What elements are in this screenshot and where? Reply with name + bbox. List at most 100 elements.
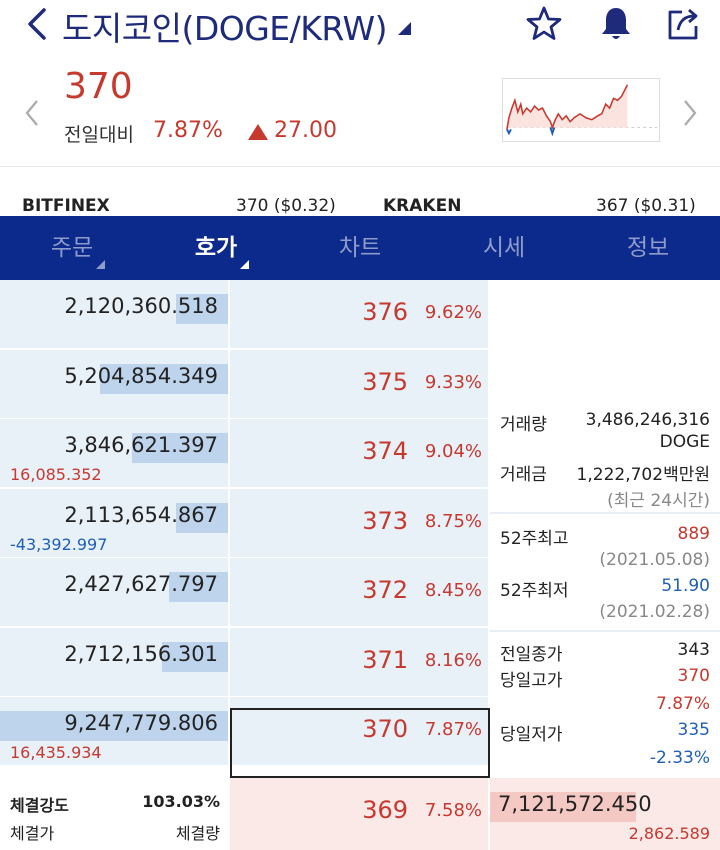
current-price-highlight [230, 708, 490, 778]
amount-label: 거래금 [500, 465, 547, 485]
ask-price-row[interactable]: 376 9.62% [230, 280, 488, 350]
bid-volume: 7,121,572.450 [498, 792, 652, 816]
ask-price-row[interactable]: 374 9.04% [230, 419, 488, 489]
title-dropdown-caret-icon[interactable] [398, 22, 411, 35]
back-chevron-icon[interactable] [22, 4, 52, 44]
tab-order-label: 주문 [50, 235, 94, 261]
share-icon[interactable] [664, 4, 704, 44]
tab-orderbook-label: 호가 [194, 235, 238, 261]
volume-unit: DOGE [659, 432, 710, 452]
bid-volume-row: 7,121,572.450 2,862.589 [490, 778, 720, 850]
prev-coin-chevron-icon[interactable] [22, 98, 42, 128]
day-low-percent: -2.33% [649, 748, 710, 768]
ask-price-row[interactable]: 371 8.16% [230, 628, 488, 698]
tab-info-label: 정보 [626, 235, 670, 261]
divider [0, 166, 720, 167]
ask-volume: 2,427,627.797 [64, 572, 218, 596]
amount-value: 1,222,702백만원 [576, 465, 710, 485]
ask-percent: 9.04% [424, 441, 482, 462]
exchange-name-bitfinex: BITFINEX [22, 196, 110, 216]
strength-label: 체결강도 [10, 796, 69, 815]
ask-volume-bar [0, 711, 228, 741]
ask-percent: 9.62% [424, 302, 482, 323]
day-low-label: 당일저가 [500, 725, 563, 745]
app-header: 도지코인(DOGE/KRW) [0, 0, 720, 52]
ask-volume-row: 2,427,627.797 [0, 558, 228, 628]
ask-price: 370 [362, 715, 408, 743]
ask-percent: 8.16% [424, 650, 482, 671]
ask-volume-change: 16,435.934 [10, 743, 102, 762]
up-triangle-icon [248, 124, 268, 140]
amount-note: (최근 24시간) [607, 491, 710, 511]
ask-price: 374 [362, 437, 408, 465]
ask-price: 375 [362, 368, 408, 396]
ask-volume-bar [176, 503, 228, 533]
ask-volume-change: 16,085.352 [10, 465, 102, 484]
ask-volume-row: 9,247,779.806 16,435.934 [0, 697, 228, 767]
ask-volume-bar [100, 364, 228, 394]
high52-date: (2021.05.08) [599, 550, 710, 570]
tab-quotes[interactable]: 시세 [432, 216, 576, 280]
ask-volume-change: -43,392.997 [10, 535, 108, 554]
high52-label: 52주최고 [500, 529, 569, 549]
ask-price-row[interactable]: 372 8.45% [230, 558, 488, 628]
low52-label: 52주최저 [500, 581, 569, 601]
day-low-value: 335 [677, 720, 710, 740]
ask-percent: 8.45% [424, 580, 482, 601]
ask-price: 376 [362, 298, 408, 326]
tab-quotes-label: 시세 [482, 235, 526, 261]
bell-icon[interactable] [596, 4, 636, 44]
volume-label: 거래량 [500, 415, 547, 435]
ask-volume-bar [132, 433, 228, 463]
ask-volume: 9,247,779.806 [64, 711, 218, 735]
page-title[interactable]: 도지코인(DOGE/KRW) [62, 9, 387, 48]
prev-close-value: 343 [677, 640, 710, 660]
bid-percent: 7.58% [424, 800, 482, 821]
intraday-sparkline-chart[interactable] [502, 78, 660, 142]
tab-order[interactable]: 주문 [0, 216, 144, 280]
trade-strength-panel: 체결강도 103.03% 체결가 체결량 [0, 778, 228, 850]
ask-volume: 5,204,854.349 [64, 364, 218, 388]
exchange-price-bitfinex: 370 ($0.32) [236, 196, 336, 216]
bid-volume-change: 2,862.589 [628, 824, 710, 843]
volume-value: 3,486,246,316 [585, 410, 710, 430]
day-high-percent: 7.87% [655, 694, 710, 714]
ask-volume: 2,120,360.518 [64, 294, 218, 318]
ask-volume-bar [169, 572, 228, 602]
ask-percent: 8.75% [424, 511, 482, 532]
ask-percent: 7.87% [424, 719, 482, 740]
tab-bar: 주문 호가 차트 시세 정보 [0, 216, 720, 280]
current-price: 370 [64, 66, 133, 107]
divider [490, 512, 720, 514]
bid-price-row[interactable]: 369 7.58% [230, 778, 488, 850]
ask-volume-row: 2,113,654.867 -43,392.997 [0, 489, 228, 559]
ask-volume-bar [162, 642, 228, 672]
trade-price-header: 체결가 [10, 824, 55, 843]
ask-volume: 2,712,156.301 [64, 642, 218, 666]
exchange-name-kraken: KRAKEN [383, 196, 462, 216]
bid-volume-bar [490, 792, 636, 822]
day-high-label: 당일고가 [500, 671, 563, 691]
ask-price-row[interactable]: 373 8.75% [230, 489, 488, 559]
exchange-price-kraken: 367 ($0.31) [596, 196, 696, 216]
ask-percent: 9.33% [424, 372, 482, 393]
low52-value: 51.90 [661, 576, 710, 596]
order-book: 2,120,360.518 376 9.62% 5,204,854.349 375 9.3… [0, 280, 720, 850]
ask-volume: 3,846,621.397 [64, 433, 218, 457]
prev-close-label: 전일종가 [500, 645, 563, 665]
tab-orderbook[interactable]: 호가 [144, 216, 288, 280]
ask-volume-row: 3,846,621.397 16,085.352 [0, 419, 228, 489]
star-icon[interactable] [524, 4, 564, 44]
tab-info[interactable]: 정보 [576, 216, 720, 280]
ask-price: 371 [362, 646, 408, 674]
next-coin-chevron-icon[interactable] [680, 98, 700, 128]
change-percent: 7.87% [153, 118, 223, 143]
change-label: 전일대비 [64, 124, 134, 146]
ask-price-row[interactable]: 375 9.33% [230, 350, 488, 420]
day-high-value: 370 [677, 666, 710, 686]
tab-chart[interactable]: 차트 [288, 216, 432, 280]
trade-qty-header: 체결량 [175, 824, 220, 843]
low52-date: (2021.02.28) [599, 602, 710, 622]
bid-price: 369 [362, 796, 408, 824]
ask-price: 372 [362, 576, 408, 604]
